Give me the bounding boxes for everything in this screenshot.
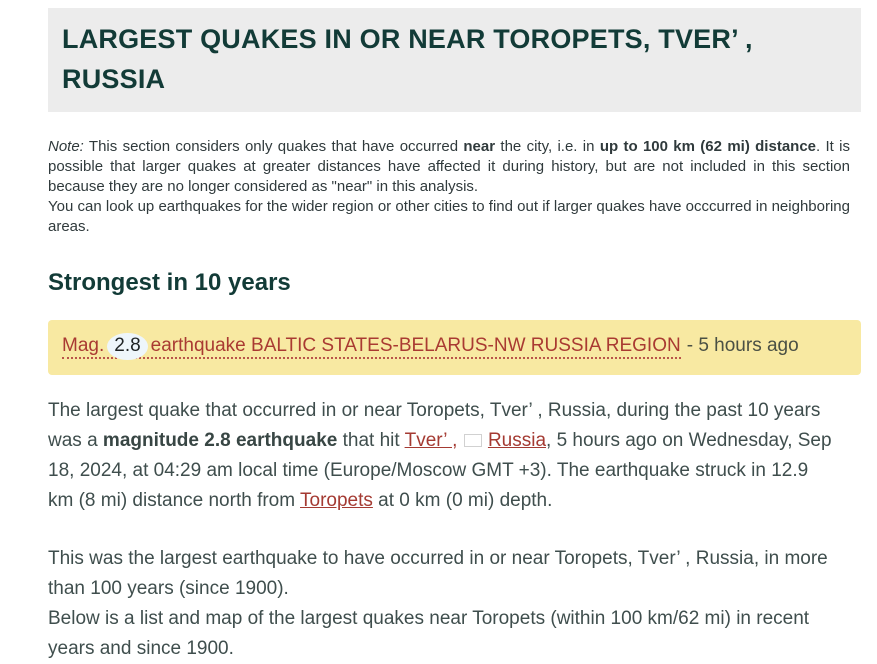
- toropets-link[interactable]: Toropets: [300, 490, 373, 511]
- paragraph-text: Below is a list and map of the largest q…: [48, 608, 810, 659]
- note-text: . It is possible that larger quakes at g…: [48, 138, 851, 195]
- time-ago: - 5 hours ago: [686, 335, 799, 356]
- note-text: You can look up earthquakes for the wide…: [48, 198, 850, 235]
- strongest-quake-banner: Mag. 2.8 earthquake BALTIC STATES-BELARUS-…: [48, 320, 861, 375]
- paragraph-text: at 0 km (0 mi) depth.: [372, 490, 553, 511]
- note-bold-distance: up to 100 km (62 mi) distance: [599, 138, 817, 155]
- note-text: This section considers only quakes that …: [83, 138, 464, 155]
- page-title: LARGEST QUAKES IN OR NEAR TOROPETS, TVER…: [48, 8, 861, 112]
- note-label: Note:: [48, 138, 84, 155]
- paragraph-text: The largest quake that occurred in or ne…: [48, 400, 821, 451]
- russia-flag-icon: [465, 435, 481, 446]
- paragraph-text: that hit: [337, 430, 405, 451]
- note-bold-near: near: [463, 138, 496, 155]
- quake-link[interactable]: Mag. 2.8 earthquake BALTIC STATES-BELARUS-…: [62, 333, 681, 360]
- note-text: the city, i.e. in: [495, 138, 600, 155]
- tver-link[interactable]: Tver’ ,: [404, 430, 458, 451]
- section-heading-strongest: Strongest in 10 years: [48, 269, 291, 296]
- quake-link-title: earthquake BALTIC STATES-BELARUS-NW RUSS…: [150, 335, 681, 356]
- paragraph-text: , 5 hours ago on Wednesday, Sep 18, 2024…: [48, 430, 832, 511]
- summary-paragraph: This was the largest earthquake to have …: [48, 544, 838, 664]
- magnitude-bold-text: magnitude 2.8 earthquake: [102, 430, 338, 451]
- paragraph-text: This was the largest earthquake to have …: [48, 548, 828, 599]
- content-container: LARGEST QUAKES IN OR NEAR TOROPETS, TVER…: [48, 0, 861, 664]
- magnitude-badge: 2.8: [107, 333, 148, 360]
- russia-link[interactable]: Russia: [487, 430, 547, 451]
- largest-quake-paragraph: The largest quake that occurred in or ne…: [48, 396, 838, 516]
- magnitude-label: Mag.: [62, 335, 105, 356]
- note-paragraph: Note: This section considers only quakes…: [48, 137, 850, 237]
